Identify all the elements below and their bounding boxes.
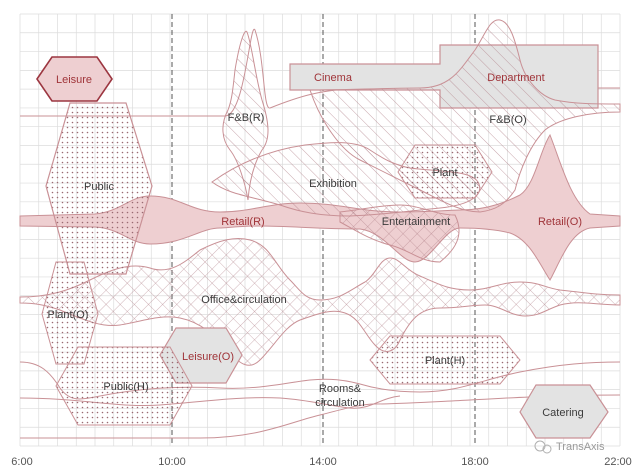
- label-public-h: Public(H): [103, 381, 148, 393]
- label-entertainment: Entertainment: [382, 216, 450, 228]
- entertainment-zone: [339, 204, 460, 263]
- tick-1800: 18:00: [461, 456, 489, 468]
- watermark: TransAxis: [534, 440, 605, 454]
- label-office: Office&circulation: [201, 294, 286, 306]
- rooms-band-lower: [20, 394, 621, 439]
- label-public: Public: [84, 181, 114, 193]
- public-h-zone: [55, 346, 193, 426]
- tick-1000: 10:00: [158, 456, 186, 468]
- label-exhibition: Exhibition: [309, 178, 357, 190]
- plant-o-zone: [41, 261, 99, 365]
- label-plant-o: Plant(O): [48, 309, 89, 321]
- plant-zone: [397, 144, 493, 199]
- label-leisure: Leisure: [56, 74, 92, 86]
- tick-2200: 22:00: [604, 456, 632, 468]
- label-fb-r: F&B(R): [228, 112, 265, 124]
- plant-h-zone: [369, 335, 521, 385]
- time-axis: 6:00 10:00 14:00 18:00 22:00: [11, 456, 631, 468]
- tick-0600: 6:00: [11, 456, 32, 468]
- label-plant: Plant: [432, 167, 457, 179]
- label-rooms-line2: circulation: [315, 397, 365, 409]
- leisure-zone: [36, 56, 113, 102]
- label-retail-r: Retail(R): [221, 216, 264, 228]
- office-zone: [19, 237, 621, 366]
- label-cinema: Cinema: [314, 72, 353, 84]
- label-fb-o: F&B(O): [489, 114, 526, 126]
- catering-zone: [519, 384, 609, 439]
- label-department: Department: [487, 72, 544, 84]
- watermark-icon: [534, 440, 546, 452]
- watermark-text: TransAxis: [556, 441, 605, 453]
- tick-1400: 14:00: [309, 456, 337, 468]
- label-retail-o: Retail(O): [538, 216, 582, 228]
- label-rooms-line1: Rooms&: [319, 383, 362, 395]
- label-leisure-o: Leisure(O): [182, 351, 234, 363]
- label-plant-h: Plant(H): [425, 355, 465, 367]
- label-catering: Catering: [542, 407, 584, 419]
- watermark-icon-2: [542, 444, 552, 454]
